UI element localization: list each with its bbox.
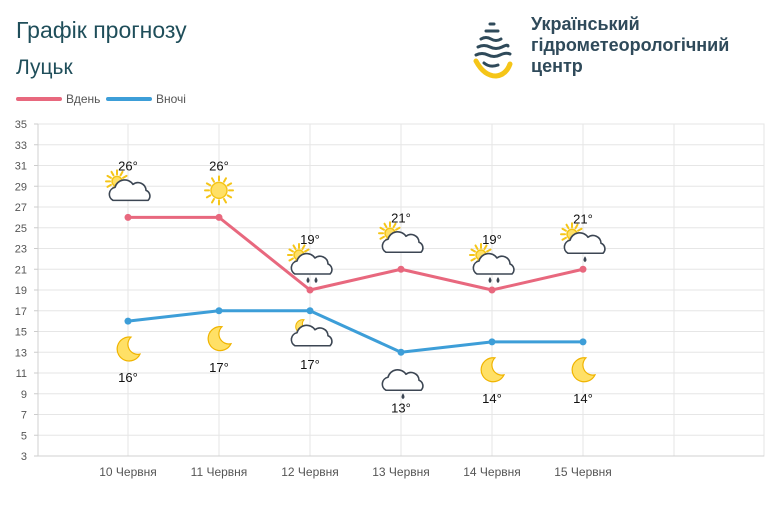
night-series-line: [127, 309, 583, 354]
legend-label: Вдень: [66, 92, 100, 106]
cloud-sun-rain-icon: [287, 243, 333, 283]
x-tick-label: 13 Червня: [372, 465, 430, 479]
moon-icon: [116, 336, 142, 362]
x-tick-label: 11 Червня: [191, 465, 248, 479]
y-tick-label: 13: [15, 347, 27, 359]
day-temperature-label: 21°: [391, 210, 411, 225]
city-name: Луцьк: [16, 56, 73, 79]
partly-cloudy-icon: [105, 169, 151, 202]
organization-name-line: центр: [531, 56, 583, 76]
night-temperature-label: 17°: [300, 357, 320, 372]
y-tick-label: 35: [15, 119, 27, 131]
moon-icon: [480, 357, 506, 383]
sun-icon: [204, 175, 234, 206]
day-series-line: [128, 215, 584, 292]
y-tick-label: 33: [15, 140, 27, 152]
night-point: [306, 307, 314, 315]
day-point: [215, 213, 223, 221]
night-point: [488, 338, 496, 346]
organization-logo: [473, 22, 513, 79]
day-temperature-label: 21°: [573, 211, 593, 226]
y-tick-label: 23: [15, 244, 27, 256]
organization-name-line: Український: [531, 14, 640, 34]
y-tick-label: 21: [15, 264, 27, 276]
x-tick-label: 15 Червня: [554, 465, 612, 479]
day-point: [488, 286, 496, 294]
x-tick-label: 12 Червня: [281, 465, 339, 479]
moon-icon: [207, 326, 233, 352]
night-point: [579, 338, 587, 346]
cloud-drop-icon: [381, 368, 424, 400]
y-tick-label: 19: [15, 285, 27, 297]
night-point: [124, 317, 132, 325]
partly-cloudy-icon: [378, 221, 424, 254]
day-temperature-label: 26°: [118, 158, 138, 173]
y-tick-label: 25: [15, 223, 27, 235]
y-tick-label: 29: [15, 181, 27, 193]
y-tick-label: 7: [21, 410, 27, 422]
organization-name: Український гідрометеорологічний центр: [531, 14, 729, 77]
night-temperature-label: 14°: [482, 391, 502, 406]
x-tick-label: 10 Червня: [99, 465, 157, 479]
night-point: [215, 307, 223, 315]
y-tick-label: 11: [16, 368, 27, 380]
day-temperature-label: 19°: [300, 232, 320, 247]
y-tick-label: 31: [15, 161, 27, 173]
night-temperature-label: 17°: [209, 360, 229, 375]
day-point: [579, 265, 587, 273]
y-tick-label: 3: [21, 451, 27, 463]
y-tick-label: 9: [21, 389, 27, 401]
y-tick-label: 5: [21, 430, 27, 442]
night-point: [397, 348, 405, 356]
legend-label: Вночі: [156, 92, 186, 106]
day-temperature-label: 19°: [482, 232, 502, 247]
night-temperature-label: 14°: [573, 391, 593, 406]
organization-name-line: гідрометеорологічний: [531, 35, 730, 55]
moon-icon: [571, 357, 597, 383]
night-temperature-label: 13°: [391, 400, 411, 415]
cloud-sun-drop-icon: [560, 222, 606, 263]
cloud-moon-icon: [290, 319, 333, 347]
page-title: Графік прогнозу: [16, 17, 187, 43]
day-temperature-label: 26°: [209, 158, 229, 173]
day-point: [397, 265, 405, 273]
day-point: [124, 213, 132, 221]
y-tick-label: 27: [15, 202, 27, 214]
day-point: [306, 286, 314, 294]
y-tick-label: 17: [15, 306, 27, 318]
night-temperature-label: 16°: [118, 370, 138, 385]
y-tick-label: 15: [15, 327, 27, 339]
x-tick-label: 14 Червня: [463, 465, 521, 479]
cloud-sun-rain-icon: [469, 243, 515, 283]
